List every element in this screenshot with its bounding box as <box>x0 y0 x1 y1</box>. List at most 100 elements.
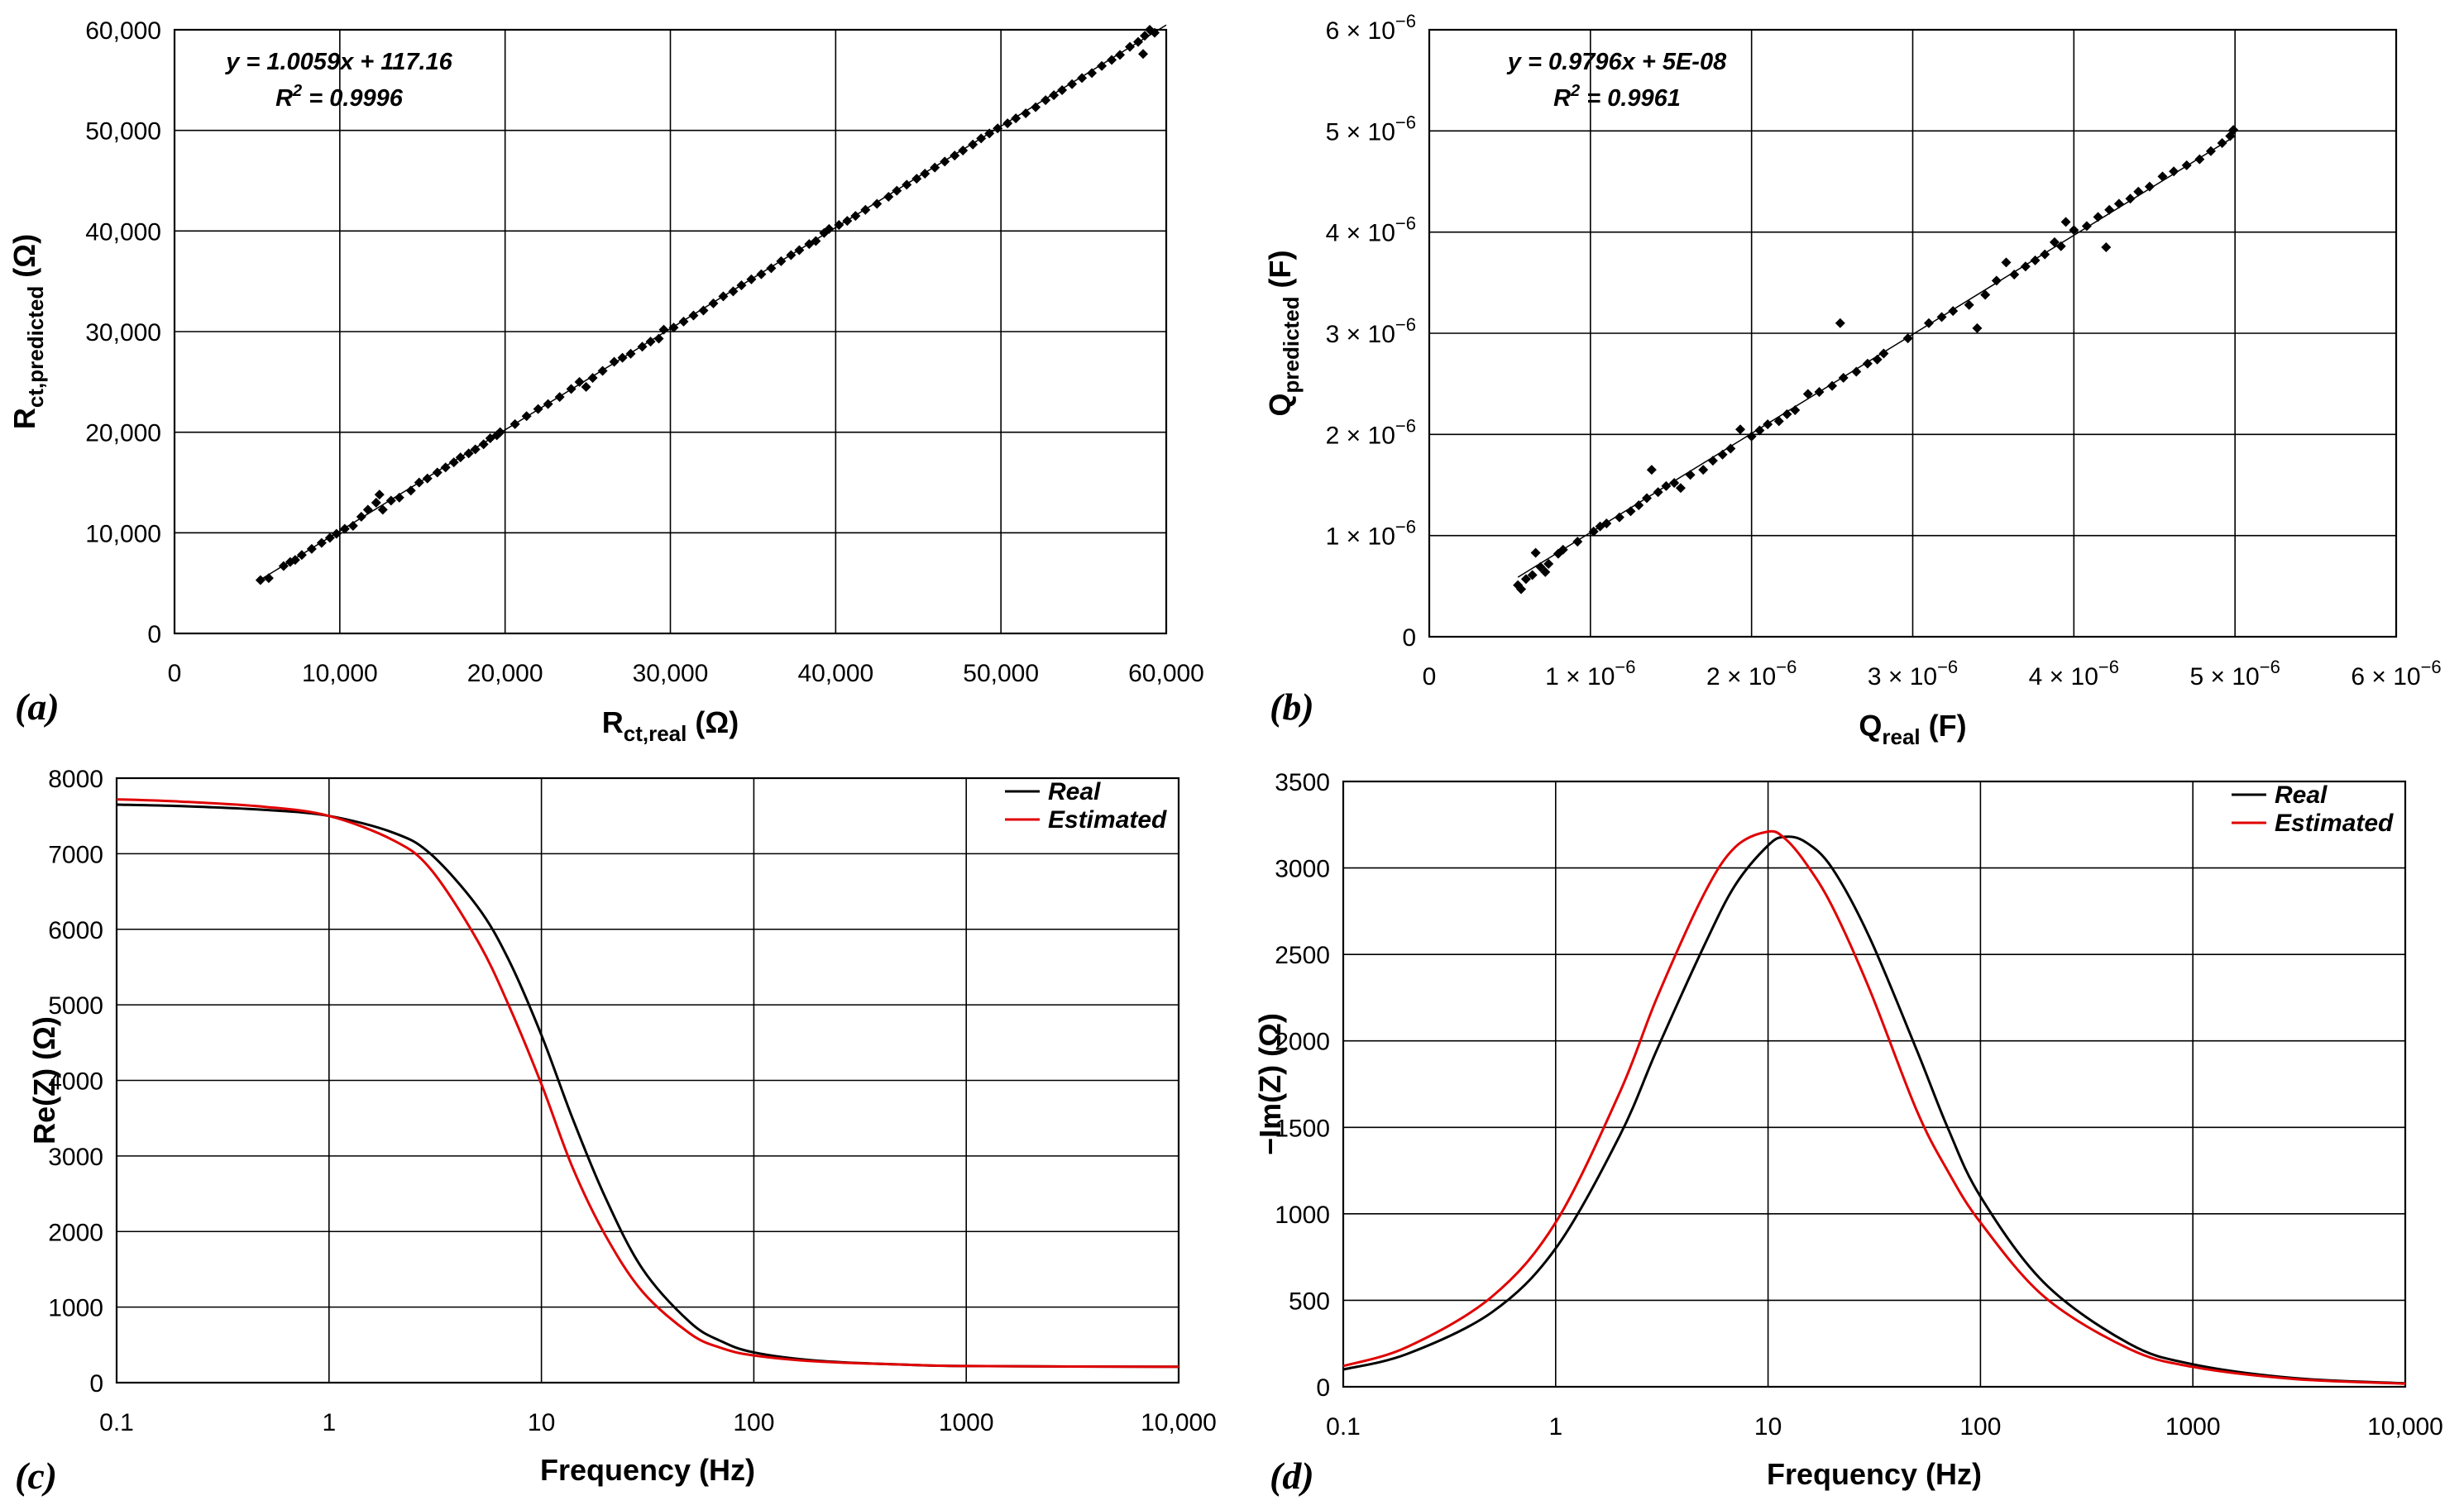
data-point <box>1936 312 1947 323</box>
data-point <box>1516 584 1527 595</box>
data-point <box>1614 512 1624 523</box>
x-tick-label: 100 <box>733 1409 774 1436</box>
data-point <box>1902 333 1913 344</box>
data-point <box>2069 225 2079 236</box>
panel-label: (b) <box>1270 686 1314 728</box>
data-point <box>448 457 459 468</box>
data-point <box>1527 570 1538 581</box>
data-point <box>2217 138 2227 149</box>
x-tick-label: 20,000 <box>467 660 543 687</box>
data-point <box>1878 348 1889 359</box>
data-point <box>824 223 835 234</box>
series-line-real <box>1342 835 2406 1385</box>
y-tick-label: 3500 <box>1275 769 1330 796</box>
y-tick-label: 4 × 10−6 <box>1326 213 1416 247</box>
data-point <box>339 523 350 534</box>
data-point <box>1057 85 1068 95</box>
data-point <box>440 462 451 473</box>
data-point <box>811 236 821 246</box>
data-point <box>2001 257 2012 268</box>
data-point <box>2055 241 2066 251</box>
x-axis-label: Frequency (Hz) <box>1767 1457 1982 1491</box>
data-point <box>432 467 443 478</box>
data-point <box>1872 354 1883 365</box>
data-point <box>1601 518 1612 528</box>
data-point <box>587 372 598 383</box>
data-point <box>930 162 940 173</box>
data-point <box>2030 255 2041 265</box>
data-point <box>1827 380 1838 391</box>
data-point <box>1746 431 1757 442</box>
y-tick-label: 4000 <box>48 1068 103 1096</box>
data-point <box>2020 261 2031 272</box>
plot-frame <box>115 777 1180 1384</box>
data-point <box>510 418 520 429</box>
y-tick-label: 5000 <box>48 992 103 1020</box>
data-point <box>902 179 912 190</box>
legend-label: Real <box>2275 781 2328 809</box>
data-point <box>1530 547 1541 558</box>
x-tick-label: 1000 <box>939 1409 994 1436</box>
y-tick-label: 1 × 10−6 <box>1326 517 1416 551</box>
legend-label: Real <box>1048 778 1101 805</box>
y-tick-label: 3000 <box>48 1144 103 1171</box>
data-point <box>1991 275 2002 286</box>
x-tick-label: 10 <box>1754 1413 1782 1441</box>
regression-equation: y = 0.9796x + 5E-08 <box>1506 49 1727 75</box>
data-point <box>2060 217 2071 227</box>
r-squared: R2 = 0.9996 <box>275 82 404 112</box>
data-point <box>984 128 995 139</box>
data-point <box>718 291 729 302</box>
x-tick-label: 1 <box>1548 1413 1562 1441</box>
data-point <box>1838 372 1849 383</box>
data-point <box>1948 306 1959 317</box>
data-point <box>1972 323 1983 333</box>
data-point <box>347 520 358 531</box>
data-point <box>422 473 433 484</box>
data-point <box>1735 424 1746 435</box>
y-tick-label: 0 <box>89 1370 103 1398</box>
data-point <box>1557 544 1568 555</box>
data-point <box>2125 194 2136 204</box>
data-point <box>1790 404 1801 415</box>
x-tick-label: 50,000 <box>963 660 1039 687</box>
data-point <box>2205 146 2216 156</box>
data-point <box>2009 270 2020 280</box>
data-point <box>1685 470 1696 480</box>
series-line-real <box>116 803 1179 1369</box>
data-point <box>371 497 381 508</box>
data-point <box>1125 41 1136 52</box>
data-point <box>2157 171 2168 182</box>
data-point <box>1625 506 1636 517</box>
data-point <box>478 439 489 450</box>
y-tick-label: 20,000 <box>85 420 161 447</box>
data-point <box>1661 480 1672 491</box>
data-point <box>1572 537 1583 547</box>
data-point <box>296 550 307 561</box>
y-tick-label: 0 <box>1402 624 1416 652</box>
data-point <box>698 305 709 316</box>
data-point <box>688 310 699 321</box>
data-point <box>405 485 416 496</box>
data-point <box>1653 487 1663 498</box>
data-point <box>470 444 481 455</box>
data-point <box>377 504 388 515</box>
data-point <box>766 263 777 274</box>
y-tick-label: 6 × 10−6 <box>1326 11 1416 45</box>
data-point <box>1862 358 1873 369</box>
panel-label: (a) <box>15 686 60 728</box>
data-point <box>521 411 532 422</box>
data-point <box>455 452 466 463</box>
data-point <box>668 323 679 333</box>
x-tick-label: 5 × 10−6 <box>2189 657 2280 690</box>
x-tick-label: 1000 <box>2165 1413 2221 1441</box>
data-point <box>658 324 669 335</box>
data-point <box>1669 478 1680 489</box>
y-tick-label: 5 × 10−6 <box>1326 112 1416 146</box>
data-point <box>625 348 636 359</box>
data-point <box>1588 526 1599 537</box>
data-point <box>374 490 385 500</box>
data-point <box>746 274 757 284</box>
x-tick-label: 30,000 <box>633 660 709 687</box>
x-tick-label: 40,000 <box>797 660 873 687</box>
